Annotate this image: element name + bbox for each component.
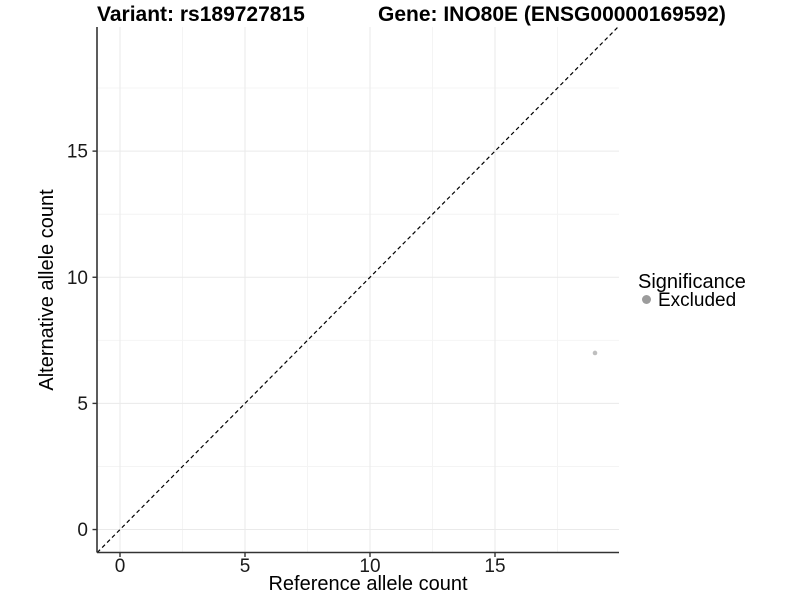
y-tick-label: 0 bbox=[77, 520, 88, 541]
y-tick-label: 15 bbox=[67, 142, 88, 163]
x-tick-label: 5 bbox=[240, 556, 251, 577]
legend-title: Significance bbox=[638, 271, 746, 293]
data-points bbox=[592, 350, 598, 356]
y-tick-labels: 0 5 10 15 bbox=[67, 142, 88, 541]
x-tick-label: 0 bbox=[115, 556, 126, 577]
y-tick-label: 5 bbox=[77, 394, 88, 415]
gene-title: Gene: INO80E (ENSG00000169592) bbox=[378, 3, 726, 26]
scatter-point bbox=[592, 350, 598, 356]
major-gridlines bbox=[97, 27, 619, 553]
y-axis-title: Alternative allele count bbox=[36, 189, 58, 391]
axis-lines bbox=[96, 27, 619, 554]
legend-key-dot bbox=[642, 295, 651, 304]
tick-marks bbox=[92, 150, 496, 557]
variant-title: Variant: rs189727815 bbox=[97, 3, 305, 26]
legend: Significance Excluded bbox=[638, 271, 746, 311]
y-tick-label: 10 bbox=[67, 268, 88, 289]
identity-line-group bbox=[96, 26, 619, 553]
identity-dashed-line bbox=[96, 26, 619, 553]
legend-item-label: Excluded bbox=[658, 290, 736, 311]
minor-gridlines bbox=[97, 27, 619, 553]
x-tick-labels: 0 5 10 15 bbox=[115, 556, 506, 577]
x-axis-title: Reference allele count bbox=[268, 573, 467, 595]
x-tick-label: 15 bbox=[484, 556, 505, 577]
x-tick-label: 10 bbox=[359, 556, 380, 577]
